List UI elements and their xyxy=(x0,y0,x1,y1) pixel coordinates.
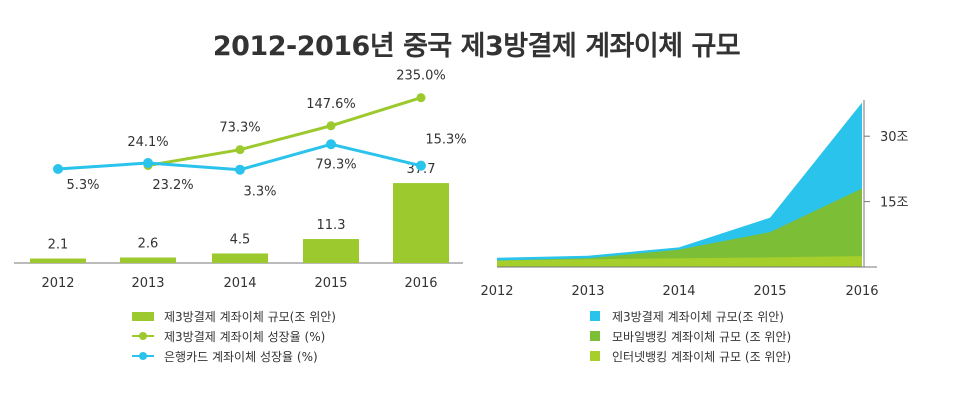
growth-data-label: 147.6% xyxy=(306,97,356,112)
legend-swatch xyxy=(132,351,154,361)
bar xyxy=(30,258,86,263)
legend-item-bankcard-line: 은행카드 계좌이체 성장율 (%) xyxy=(132,346,336,366)
x-tick-label: 2012 xyxy=(480,284,513,299)
x-tick-label: 2014 xyxy=(223,276,256,291)
growth-line xyxy=(147,96,422,167)
growth-point xyxy=(235,145,245,155)
legend-label: 제3방결제 계좌이체 규모(조 위안) xyxy=(164,309,336,324)
bar-value-label: 4.5 xyxy=(230,232,251,247)
area-internet-banking xyxy=(497,256,862,267)
growth-data-label: 24.1% xyxy=(127,135,168,150)
x-tick-label: 2012 xyxy=(41,276,74,291)
legend-item-bar: 제3방결제 계좌이체 규모(조 위안) xyxy=(132,306,336,326)
legend-label: 인터넷뱅킹 계좌이체 규모 (조 위안) xyxy=(612,349,792,364)
legend-swatch xyxy=(132,311,154,321)
x-tick-label: 2016 xyxy=(845,284,878,299)
x-tick-label: 2013 xyxy=(131,276,164,291)
growth-data-label: 235.0% xyxy=(396,69,446,84)
bar-value-label: 2.1 xyxy=(48,238,69,253)
x-tick-label: 2015 xyxy=(753,284,786,299)
bankcard-data-label: 15.3% xyxy=(425,133,466,148)
bar-value-label: 2.6 xyxy=(138,236,159,251)
bankcard-data-label: 79.3% xyxy=(315,157,356,172)
legend-swatch xyxy=(590,311,600,321)
bar xyxy=(212,253,268,263)
left-legend: 제3방결제 계좌이체 규모(조 위안) 제3방결제 계좌이체 성장율 (%) 은… xyxy=(132,306,336,366)
bar xyxy=(393,183,449,263)
area-mobile-banking xyxy=(497,188,862,267)
bankcard-data-label: 23.2% xyxy=(152,178,193,193)
x-tick-label: 2015 xyxy=(314,276,347,291)
chart-title: 2012-2016년 중국 제3방결제 계좌이체 규모 xyxy=(212,31,741,62)
legend-item-mobile: 모바일뱅킹 계좌이체 규모 (조 위안) xyxy=(588,326,791,346)
bankcard-point xyxy=(326,139,336,150)
legend-label: 제3방결제 계좌이체 성장율 (%) xyxy=(164,329,326,344)
legend-swatch xyxy=(590,351,600,361)
bankcard-data-label: 5.3% xyxy=(66,178,99,193)
bankcard-point xyxy=(416,160,426,171)
y-tick-label: 30조 xyxy=(880,130,909,145)
bankcard-point xyxy=(53,164,63,175)
legend-label: 모바일뱅킹 계좌이체 규모 (조 위안) xyxy=(612,329,792,344)
legend-label: 제3방결제 계좌이체 규모(조 위안) xyxy=(612,309,784,324)
bankcard-data-label: 3.3% xyxy=(243,185,276,200)
x-tick-label: 2013 xyxy=(571,284,604,299)
legend-item-third-party: 제3방결제 계좌이체 규모(조 위안) xyxy=(588,306,791,326)
bar xyxy=(120,257,176,263)
growth-data-label: 73.3% xyxy=(219,121,260,136)
y-tick-label: 15조 xyxy=(880,196,909,211)
legend-swatch xyxy=(590,331,600,341)
bankcard-point xyxy=(235,164,245,175)
legend-swatch xyxy=(132,331,154,341)
legend-item-internet: 인터넷뱅킹 계좌이체 규모 (조 위안) xyxy=(588,346,791,366)
bar xyxy=(303,239,359,263)
x-tick-label: 2016 xyxy=(404,276,437,291)
legend-label: 은행카드 계좌이체 성장율 (%) xyxy=(164,349,318,364)
legend-item-growth-line: 제3방결제 계좌이체 성장율 (%) xyxy=(132,326,336,346)
bankcard-point xyxy=(143,158,153,169)
growth-point xyxy=(416,93,426,103)
growth-point xyxy=(326,121,336,131)
area-third-party xyxy=(497,102,862,267)
x-tick-label: 2014 xyxy=(662,284,695,299)
bar-value-label: 11.3 xyxy=(317,218,346,233)
right-legend: 제3방결제 계좌이체 규모(조 위안) 모바일뱅킹 계좌이체 규모 (조 위안)… xyxy=(588,306,791,366)
